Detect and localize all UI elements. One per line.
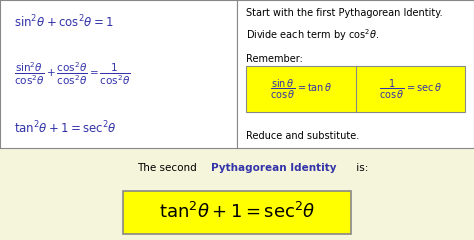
Text: The second: The second (137, 163, 201, 173)
Text: Divide each term by $\cos^2\!\theta$.: Divide each term by $\cos^2\!\theta$. (246, 28, 380, 43)
Text: $\dfrac{1}{\cos\theta} = \sec\theta$: $\dfrac{1}{\cos\theta} = \sec\theta$ (379, 78, 441, 101)
FancyBboxPatch shape (246, 66, 465, 112)
Text: $\tan^2\!\theta + 1 = \sec^2\!\theta$: $\tan^2\!\theta + 1 = \sec^2\!\theta$ (14, 120, 117, 137)
Text: Reduce and substitute.: Reduce and substitute. (246, 131, 360, 141)
Text: $\sin^2\!\theta + \cos^2\!\theta = 1$: $\sin^2\!\theta + \cos^2\!\theta = 1$ (14, 14, 114, 30)
Text: Start with the first Pythagorean Identity.: Start with the first Pythagorean Identit… (246, 8, 443, 18)
Text: $\tan^2\!\theta + 1 = \sec^2\!\theta$: $\tan^2\!\theta + 1 = \sec^2\!\theta$ (159, 202, 315, 222)
Text: Remember:: Remember: (246, 54, 303, 64)
FancyBboxPatch shape (123, 191, 351, 234)
Text: Pythagorean Identity: Pythagorean Identity (211, 163, 337, 173)
Text: $\dfrac{\sin\theta}{\cos\theta} = \tan\theta$: $\dfrac{\sin\theta}{\cos\theta} = \tan\t… (270, 78, 332, 101)
Text: $\dfrac{\sin^2\!\theta}{\cos^2\!\theta} + \dfrac{\cos^2\!\theta}{\cos^2\!\theta}: $\dfrac{\sin^2\!\theta}{\cos^2\!\theta} … (14, 60, 131, 87)
Text: is:: is: (353, 163, 368, 173)
